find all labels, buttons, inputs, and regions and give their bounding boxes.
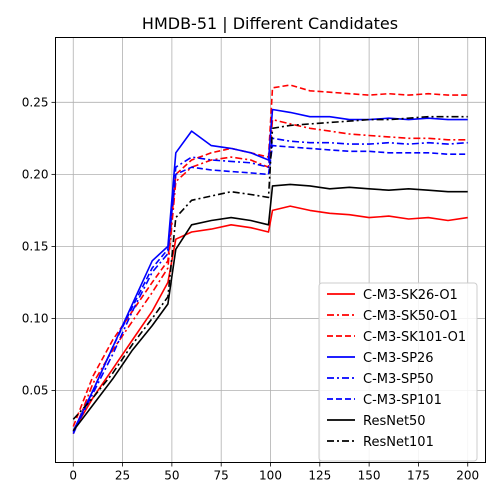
x-axis: 0 25 50 75 100 125 150 175 200 <box>69 462 479 483</box>
legend-label: C-M3-SK101-O1 <box>363 330 466 345</box>
y-tick-label: 0.20 <box>22 167 49 181</box>
legend-label: C-M3-SP26 <box>363 351 434 366</box>
x-tick-label: 75 <box>214 469 229 483</box>
series-lines <box>72 84 468 435</box>
legend-label: C-M3-SP50 <box>363 372 434 387</box>
legend-label: ResNet101 <box>363 435 434 450</box>
x-tick-label: 0 <box>69 469 77 483</box>
chart-title: HMDB-51 | Different Candidates <box>142 14 398 33</box>
x-tick-label: 50 <box>164 469 179 483</box>
y-axis: 0.05 0.10 0.15 0.20 0.25 <box>22 95 56 397</box>
series-line-c-m3-sk26-o1 <box>72 205 468 432</box>
legend-box <box>318 282 478 462</box>
x-tick-label: 125 <box>308 469 331 483</box>
legend-label: ResNet50 <box>363 414 426 429</box>
x-tick-label: 25 <box>115 469 130 483</box>
legend: C-M3-SK26-O1 C-M3-SK50-O1 C-M3-SK101-O1 C-M… <box>318 282 478 462</box>
x-tick-label: 150 <box>358 469 381 483</box>
x-tick-label: 100 <box>259 469 282 483</box>
x-tick-label: 200 <box>456 469 479 483</box>
y-tick-label: 0.05 <box>22 383 49 397</box>
legend-label: C-M3-SK50-O1 <box>363 309 458 324</box>
x-tick-label: 175 <box>407 469 430 483</box>
legend-label: C-M3-SP101 <box>363 393 442 408</box>
legend-label: C-M3-SK26-O1 <box>363 288 458 303</box>
y-tick-label: 0.25 <box>22 95 49 109</box>
y-tick-label: 0.15 <box>22 239 49 253</box>
series-line-resnet50 <box>72 183 468 432</box>
y-tick-label: 0.10 <box>22 311 49 325</box>
series-line-c-m3-sp50 <box>72 137 468 433</box>
series-line-resnet101 <box>72 115 468 420</box>
